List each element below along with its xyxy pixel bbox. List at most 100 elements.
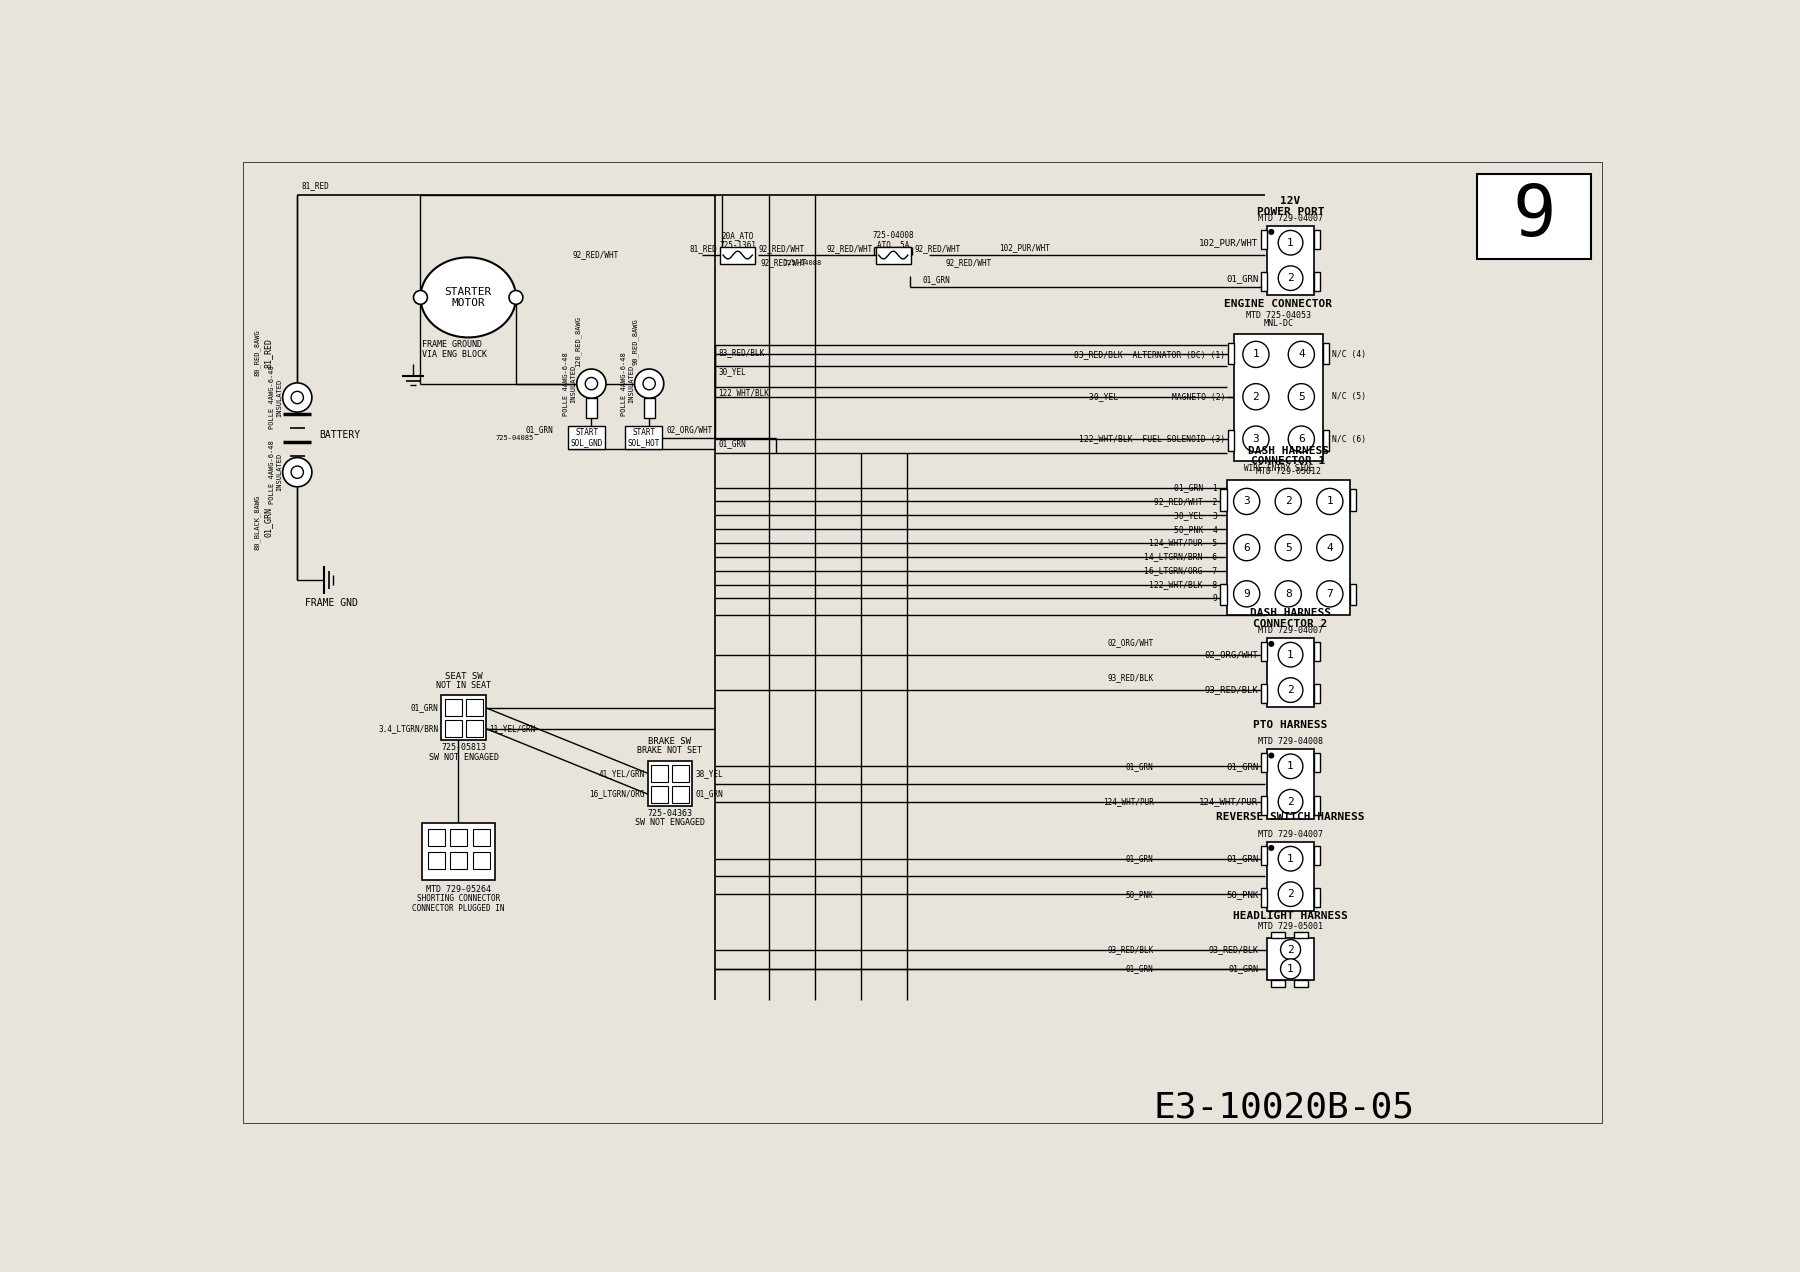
Bar (671, 764, 689, 782)
Text: POLLE 4AWG-6-48
INSULATED: POLLE 4AWG-6-48 INSULATED (270, 440, 283, 504)
Text: VIA ENG BLOCK: VIA ENG BLOCK (421, 350, 488, 359)
Text: POWER PORT: POWER PORT (1256, 207, 1325, 218)
Bar (1262, 684, 1267, 703)
Text: 122_WHT/BLK: 122_WHT/BLK (718, 388, 769, 397)
Text: 50_PNK: 50_PNK (1226, 889, 1258, 898)
Circle shape (1318, 534, 1343, 561)
Text: 01_GRN: 01_GRN (695, 790, 724, 799)
Text: BRAKE NOT SET: BRAKE NOT SET (637, 747, 702, 756)
Bar (587, 398, 598, 417)
Circle shape (585, 378, 598, 389)
Text: 01_GRN: 01_GRN (1226, 273, 1258, 282)
Text: CONNECTOR 1: CONNECTOR 1 (1251, 457, 1325, 467)
Text: 5: 5 (1298, 392, 1305, 402)
Text: 120_RED_8AWG: 120_RED_8AWG (574, 315, 581, 366)
Bar (1267, 937, 1314, 981)
Circle shape (1274, 488, 1301, 515)
Bar (441, 696, 486, 740)
Text: 11_YEL/GRN: 11_YEL/GRN (490, 724, 535, 733)
Bar (1271, 981, 1285, 987)
Circle shape (1274, 534, 1301, 561)
Bar (1267, 226, 1314, 295)
Text: BATTERY: BATTERY (319, 430, 360, 440)
Bar (652, 786, 668, 803)
Text: POLLE 4AWG-6-48
INSULATED: POLLE 4AWG-6-48 INSULATED (621, 352, 634, 416)
Text: 14_LTGRN/BRN  6: 14_LTGRN/BRN 6 (1145, 552, 1217, 561)
Ellipse shape (421, 257, 517, 337)
Text: 102_PUR/WHT: 102_PUR/WHT (1199, 238, 1258, 247)
Circle shape (1233, 534, 1260, 561)
Text: 02_ORG/WHT: 02_ORG/WHT (1204, 650, 1258, 659)
Text: HEADLIGHT HARNESS: HEADLIGHT HARNESS (1233, 912, 1348, 921)
Bar (421, 823, 495, 880)
Text: N/C (4): N/C (4) (1332, 350, 1366, 359)
Text: 1: 1 (1287, 762, 1294, 771)
Text: NOT IN SEAT: NOT IN SEAT (436, 681, 491, 689)
Circle shape (1269, 230, 1274, 234)
Bar (445, 700, 463, 716)
Text: MTD 729-04007: MTD 729-04007 (1258, 829, 1323, 838)
Text: 50_PNK: 50_PNK (1125, 889, 1154, 898)
Text: 2: 2 (1287, 796, 1294, 806)
Text: 16_LTGRN/ORG: 16_LTGRN/ORG (589, 790, 644, 799)
Text: 50_PNK  4: 50_PNK 4 (1174, 524, 1217, 534)
Bar (1262, 753, 1267, 772)
Circle shape (643, 378, 655, 389)
Text: MTD 725-04053: MTD 725-04053 (1246, 310, 1310, 319)
Text: MTD 729-04007: MTD 729-04007 (1258, 626, 1323, 635)
Text: MNL-DC: MNL-DC (1264, 319, 1292, 328)
Text: 83_RED/BLK  ALTERNATOR (DC) (1): 83_RED/BLK ALTERNATOR (DC) (1) (1075, 350, 1226, 359)
Bar (1323, 430, 1328, 452)
Bar (1314, 641, 1319, 661)
Bar (1235, 333, 1323, 460)
Bar (1220, 490, 1226, 510)
Text: 1: 1 (1287, 238, 1294, 248)
Text: 92_RED/WHT  2: 92_RED/WHT 2 (1154, 497, 1217, 506)
Circle shape (292, 466, 304, 478)
Bar (1314, 272, 1319, 291)
Text: 93_RED/BLK: 93_RED/BLK (1208, 945, 1258, 954)
Text: 93_RED/BLK: 93_RED/BLK (1107, 945, 1154, 954)
Text: MTD 729-05264: MTD 729-05264 (425, 885, 491, 894)
Text: 01_GRN: 01_GRN (1228, 964, 1258, 973)
Circle shape (1278, 754, 1303, 778)
Text: POLLE 4AWG-6-48
INSULATED: POLLE 4AWG-6-48 INSULATED (563, 352, 576, 416)
Text: 2: 2 (1287, 686, 1294, 695)
Text: PTO HARNESS: PTO HARNESS (1253, 720, 1328, 730)
Bar (1262, 888, 1267, 907)
Circle shape (414, 290, 427, 304)
Text: 93_RED/BLK: 93_RED/BLK (1107, 673, 1154, 682)
Text: 122_WHT/BLK  8: 122_WHT/BLK 8 (1148, 580, 1217, 589)
Text: N/C (6): N/C (6) (1332, 435, 1366, 444)
Bar (1314, 846, 1319, 865)
Bar (450, 852, 468, 869)
Circle shape (1278, 266, 1303, 290)
Circle shape (1289, 426, 1314, 452)
Text: 41_YEL/GRN: 41_YEL/GRN (598, 768, 644, 777)
Text: START
SOL_GND: START SOL_GND (571, 427, 603, 448)
Text: FRAME GROUND: FRAME GROUND (421, 340, 482, 349)
Text: 7: 7 (1327, 589, 1334, 599)
Bar (1314, 684, 1319, 703)
Bar (1267, 842, 1314, 911)
Bar (569, 426, 605, 449)
Text: 80_BLACK_8AWG: 80_BLACK_8AWG (254, 495, 261, 550)
Text: 01_GRN  1: 01_GRN 1 (1174, 483, 1217, 492)
Circle shape (635, 369, 664, 398)
Bar (1350, 490, 1355, 510)
Text: 01_GRN: 01_GRN (1226, 855, 1258, 864)
Text: 1: 1 (1327, 496, 1334, 506)
Bar (1262, 272, 1267, 291)
Text: MTD 729-04008: MTD 729-04008 (1258, 738, 1323, 747)
Circle shape (1233, 488, 1260, 515)
Text: 1: 1 (1287, 854, 1294, 864)
Text: 2: 2 (1287, 945, 1294, 954)
Bar (466, 700, 482, 716)
Circle shape (1278, 846, 1303, 871)
Text: 124_WHT/PUR: 124_WHT/PUR (1103, 798, 1154, 806)
Text: REVERSE SWITCH HARNESS: REVERSE SWITCH HARNESS (1217, 812, 1364, 822)
Text: 92_RED/WHT: 92_RED/WHT (826, 244, 873, 253)
Bar (428, 828, 445, 846)
Text: 3.4_LTGRN/BRN: 3.4_LTGRN/BRN (378, 724, 437, 733)
Bar (1228, 343, 1235, 364)
